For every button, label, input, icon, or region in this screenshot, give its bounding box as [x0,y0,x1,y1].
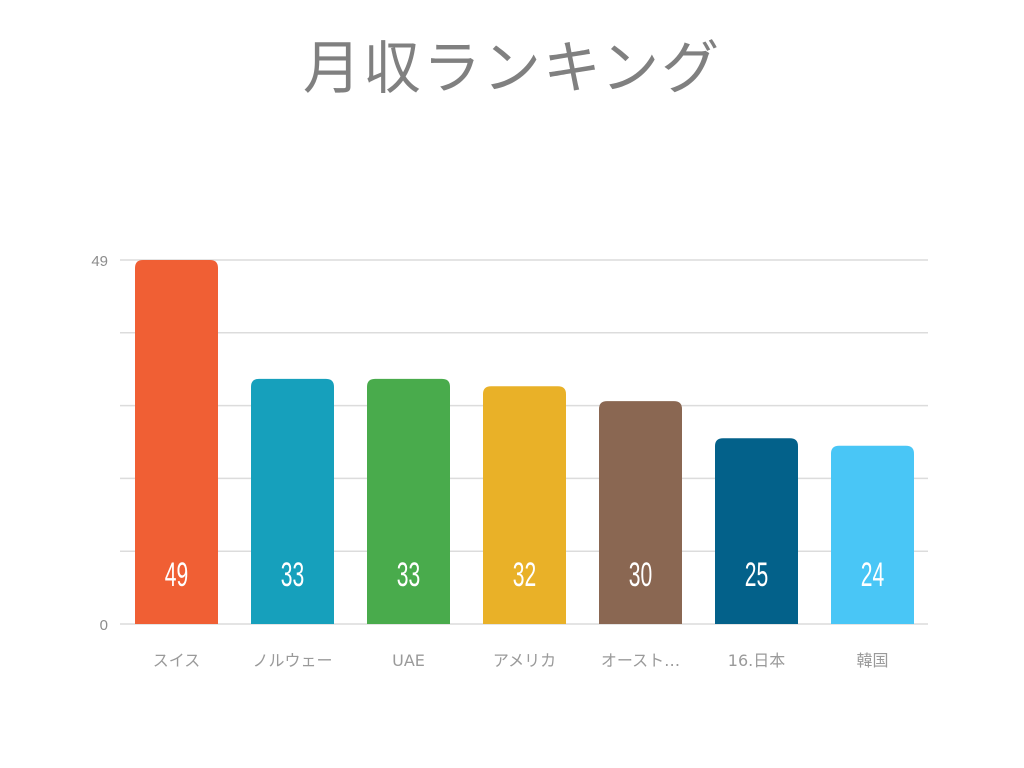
y-tick-label: 49 [91,253,108,270]
category-label: 韓国 [856,651,888,670]
value-label: 49 [165,555,188,593]
bar-6 [715,438,798,624]
value-labels: 49 33 33 32 30 25 24 [165,555,884,593]
value-label: 33 [281,555,304,593]
category-label: オースト… [601,651,680,670]
bar-1 [135,260,218,624]
bar-4 [483,386,566,624]
value-label: 33 [397,555,420,593]
category-label: アメリカ [493,651,556,670]
bar-7 [831,445,914,624]
category-labels: スイス ノルウェー UAE アメリカ オースト… 16.日本 韓国 [153,651,889,670]
y-axis-ticks: 0 49 [91,253,108,634]
bars [135,260,914,624]
bar-5 [599,401,682,624]
bar-3 [367,378,450,624]
value-label: 24 [861,555,884,593]
y-tick-label: 0 [100,617,108,634]
category-label: 16.日本 [728,651,785,670]
value-label: 30 [629,555,652,593]
category-label: UAE [392,651,425,670]
bar-2 [251,378,334,624]
category-label: スイス [153,651,201,670]
chart-title: 月収ランキング [302,34,722,102]
value-label: 32 [513,555,536,593]
category-label: ノルウェー [252,651,332,670]
value-label: 25 [745,555,768,593]
